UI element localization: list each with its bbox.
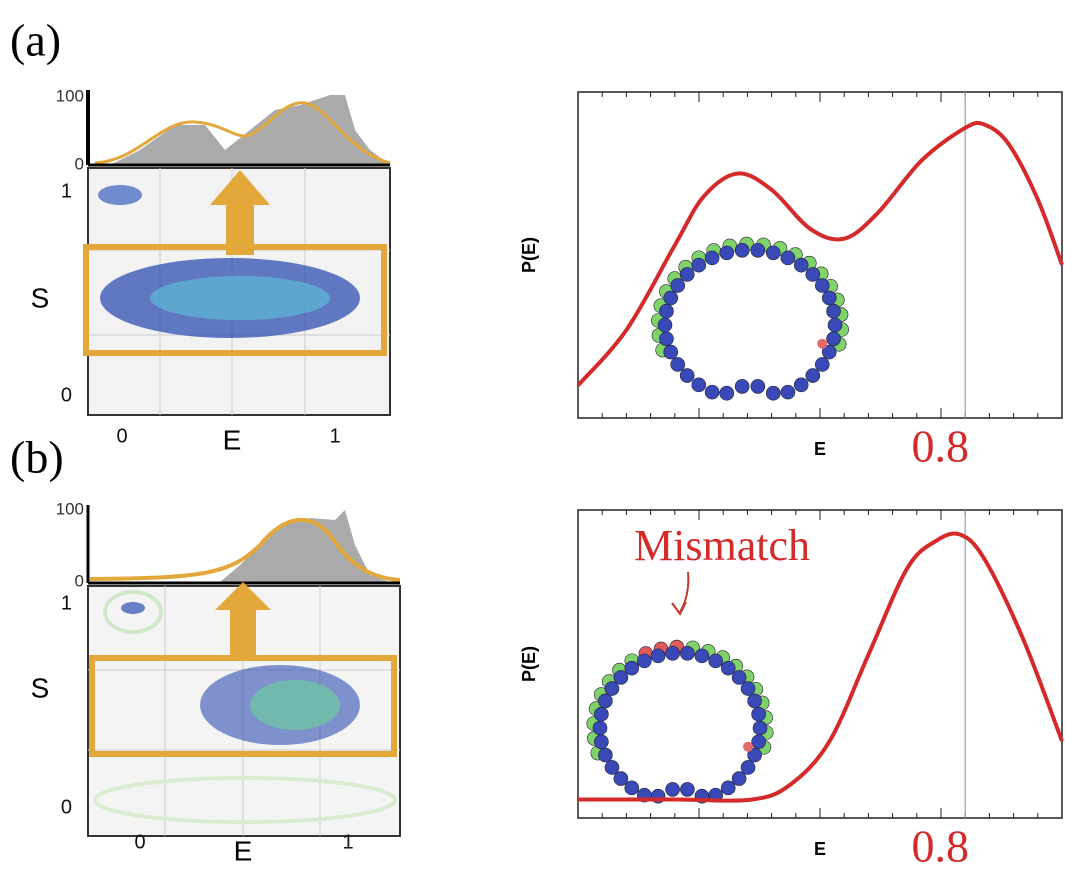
base — [657, 317, 673, 333]
base — [663, 344, 679, 360]
base — [765, 385, 781, 401]
base — [613, 670, 629, 685]
base — [650, 648, 666, 664]
hist-tick-label: 100 — [56, 499, 84, 518]
line — [577, 531, 1064, 803]
base — [719, 245, 735, 261]
base — [827, 317, 843, 333]
base — [679, 267, 695, 282]
base — [592, 720, 608, 736]
base — [704, 384, 720, 400]
base — [598, 747, 613, 763]
dye — [817, 338, 828, 349]
x-axis-label: E — [234, 835, 253, 866]
base — [821, 290, 837, 306]
base — [826, 303, 841, 319]
hist-tick-label: 0 — [75, 154, 84, 173]
base — [670, 278, 686, 293]
y-axis-label: P(E) — [519, 646, 539, 682]
base — [637, 653, 652, 669]
base — [691, 377, 707, 393]
e-tick-label: 1 — [342, 831, 353, 853]
annotation-label: 0.8 — [911, 821, 969, 872]
s-tick-label: 1 — [61, 592, 72, 614]
base — [805, 267, 821, 282]
base — [780, 250, 796, 266]
hist-tick-label: 0 — [75, 571, 84, 590]
s-tick-label: 1 — [61, 180, 72, 202]
base — [734, 243, 750, 258]
base — [814, 357, 830, 372]
base — [604, 681, 620, 696]
base — [665, 646, 680, 661]
base — [750, 243, 766, 258]
base — [663, 290, 679, 306]
base — [659, 303, 674, 319]
base — [594, 706, 609, 722]
dna-diagrams — [586, 236, 849, 804]
base — [720, 660, 736, 676]
base — [740, 681, 756, 696]
base — [734, 379, 750, 394]
base — [704, 250, 720, 266]
dye — [743, 741, 753, 752]
base — [826, 331, 841, 347]
base — [624, 780, 640, 796]
base — [680, 646, 695, 661]
base — [594, 734, 609, 750]
x-axis-label: E — [814, 839, 826, 859]
density-panel-a — [83, 90, 391, 416]
base — [670, 357, 686, 372]
density-panel-b — [86, 505, 401, 837]
base — [720, 780, 736, 796]
base — [624, 660, 640, 676]
s-tick-label: 0 — [61, 796, 72, 818]
annotation-label: 0.8 — [911, 421, 969, 472]
base — [598, 693, 613, 709]
x-axis-label: E — [814, 439, 826, 459]
e-tick-label: 1 — [329, 425, 340, 447]
hist-tick-label: 100 — [56, 86, 84, 105]
base — [604, 760, 620, 775]
e-tick-label: 0 — [134, 831, 145, 853]
base — [752, 720, 768, 736]
panel-label: (b) — [10, 432, 64, 483]
base — [751, 734, 766, 750]
y-axis-label: P(E) — [519, 237, 539, 273]
base — [747, 747, 762, 763]
base — [793, 377, 809, 393]
mismatch-label: Mismatch — [634, 521, 810, 570]
base — [680, 782, 695, 797]
base — [814, 278, 830, 293]
base — [780, 384, 796, 400]
base — [740, 760, 756, 775]
base — [613, 771, 629, 786]
x-axis-label: E — [223, 424, 242, 455]
y-axis-label: S — [31, 672, 50, 703]
y-axis-label: S — [31, 282, 50, 313]
s-tick-label: 0 — [61, 384, 72, 406]
base — [821, 344, 837, 360]
base — [694, 648, 710, 664]
base — [805, 368, 821, 383]
base — [747, 693, 762, 709]
base — [665, 782, 680, 797]
e-tick-label: 0 — [116, 425, 127, 447]
base — [659, 331, 674, 347]
base — [765, 245, 781, 261]
mismatch-arrow — [671, 571, 690, 616]
base — [751, 706, 766, 722]
base — [719, 385, 735, 401]
base — [679, 368, 695, 383]
base — [750, 379, 766, 394]
base — [691, 257, 707, 273]
base — [731, 670, 747, 685]
base — [793, 257, 809, 273]
base — [708, 653, 723, 669]
base — [731, 771, 747, 786]
panel-label: (a) — [10, 15, 61, 66]
line — [576, 120, 1064, 387]
